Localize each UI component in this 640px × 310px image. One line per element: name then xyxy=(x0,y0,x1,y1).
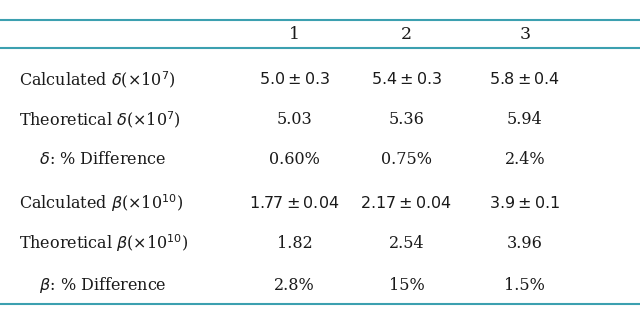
Text: $3.9 \pm 0.1$: $3.9 \pm 0.1$ xyxy=(489,195,561,211)
Text: $2.17 \pm 0.04$: $2.17 \pm 0.04$ xyxy=(360,195,452,211)
Text: 0.60%: 0.60% xyxy=(269,151,320,168)
Text: Calculated $\delta$($\times$10$^7$): Calculated $\delta$($\times$10$^7$) xyxy=(19,69,176,90)
Text: 1: 1 xyxy=(289,26,300,42)
Text: Theoretical $\beta$($\times$10$^{10}$): Theoretical $\beta$($\times$10$^{10}$) xyxy=(19,232,189,254)
Text: 1.82: 1.82 xyxy=(276,235,312,252)
Text: 2.8%: 2.8% xyxy=(274,277,315,294)
Text: 1.5%: 1.5% xyxy=(504,277,545,294)
Text: 2: 2 xyxy=(401,26,412,42)
Text: $5.8 \pm 0.4$: $5.8 \pm 0.4$ xyxy=(489,71,561,87)
Text: 0.75%: 0.75% xyxy=(381,151,432,168)
Text: $1.77 \pm 0.04$: $1.77 \pm 0.04$ xyxy=(249,195,340,211)
Text: 2.54: 2.54 xyxy=(388,235,424,252)
Text: Theoretical $\delta$($\times$10$^7$): Theoretical $\delta$($\times$10$^7$) xyxy=(19,109,181,130)
Text: Calculated $\beta$($\times$10$^{10}$): Calculated $\beta$($\times$10$^{10}$) xyxy=(19,192,183,214)
Text: 3.96: 3.96 xyxy=(507,235,543,252)
Text: 5.36: 5.36 xyxy=(388,111,424,128)
Text: $5.0 \pm 0.3$: $5.0 \pm 0.3$ xyxy=(259,71,330,87)
Text: 3: 3 xyxy=(519,26,531,42)
Text: 5.03: 5.03 xyxy=(276,111,312,128)
Text: $\beta$: % Difference: $\beta$: % Difference xyxy=(19,275,167,295)
Text: $\delta$: % Difference: $\delta$: % Difference xyxy=(19,151,166,168)
Text: 5.94: 5.94 xyxy=(507,111,543,128)
Text: 15%: 15% xyxy=(388,277,424,294)
Text: 2.4%: 2.4% xyxy=(504,151,545,168)
Text: $5.4 \pm 0.3$: $5.4 \pm 0.3$ xyxy=(371,71,442,87)
